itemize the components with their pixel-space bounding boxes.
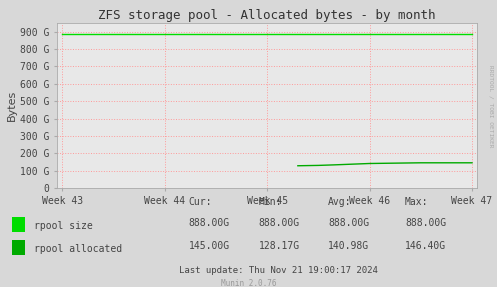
Text: Cur:: Cur:: [189, 197, 212, 207]
Text: 140.98G: 140.98G: [328, 241, 369, 251]
Y-axis label: Bytes: Bytes: [7, 90, 17, 121]
Text: 888.00G: 888.00G: [405, 218, 446, 228]
Text: Min:: Min:: [258, 197, 282, 207]
Text: 146.40G: 146.40G: [405, 241, 446, 251]
Text: Max:: Max:: [405, 197, 428, 207]
Text: Munin 2.0.76: Munin 2.0.76: [221, 279, 276, 287]
Text: 888.00G: 888.00G: [189, 218, 230, 228]
Text: rpool allocated: rpool allocated: [34, 244, 122, 254]
Text: 145.00G: 145.00G: [189, 241, 230, 251]
Title: ZFS storage pool - Allocated bytes - by month: ZFS storage pool - Allocated bytes - by …: [98, 9, 436, 22]
Text: RRDTOOL / TOBI OETIKER: RRDTOOL / TOBI OETIKER: [489, 65, 494, 148]
Text: 888.00G: 888.00G: [258, 218, 300, 228]
Text: 888.00G: 888.00G: [328, 218, 369, 228]
Text: 128.17G: 128.17G: [258, 241, 300, 251]
Text: rpool size: rpool size: [34, 221, 92, 231]
Text: Last update: Thu Nov 21 19:00:17 2024: Last update: Thu Nov 21 19:00:17 2024: [179, 266, 378, 275]
Text: Avg:: Avg:: [328, 197, 351, 207]
